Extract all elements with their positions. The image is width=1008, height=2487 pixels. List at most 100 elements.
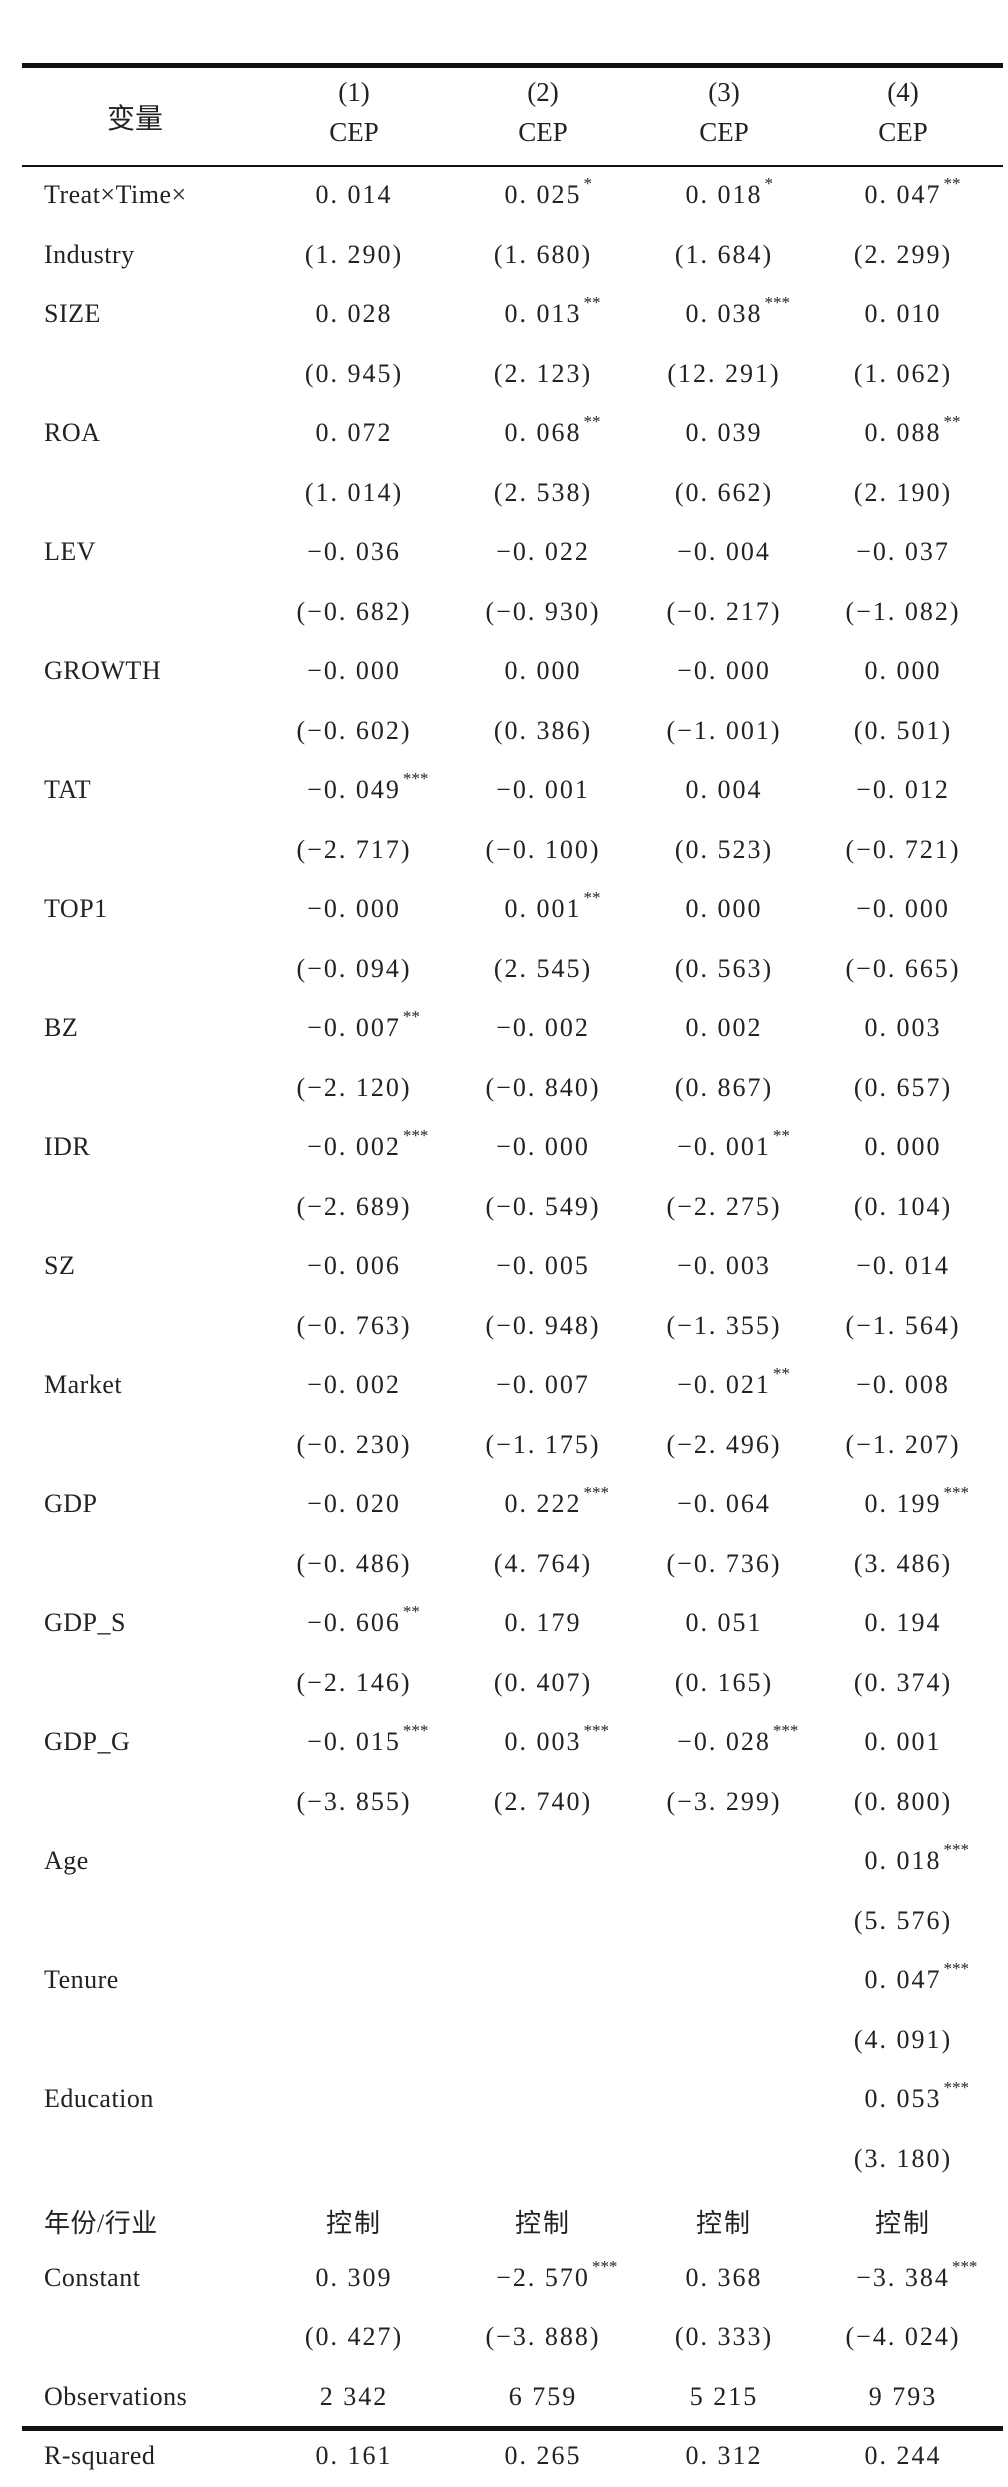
table-cell: 0. 039: [634, 418, 814, 448]
table-row: SIZE 0. 028 0. 013 ** 0. 038 *** 0. 010: [0, 285, 1008, 345]
table-row: (−2. 146) (0. 407) (0. 165) (0. 374): [0, 1654, 1008, 1714]
table-cell: (−3. 888): [453, 2322, 633, 2352]
table-cell: 控制: [634, 2203, 814, 2240]
cell-value: (−3. 855): [297, 1787, 412, 1816]
table-cell: −3. 384 ***: [813, 2257, 993, 2293]
table-cell: 0. 004: [634, 775, 814, 805]
cell-value: (−0. 721): [846, 835, 961, 864]
cell-value: 0. 244: [865, 2441, 942, 2470]
table-row: Observations 2 342 6 759 5 215 9 793: [0, 2368, 1008, 2428]
coefficient: (2. 538): [493, 477, 593, 507]
table-cell: (0. 523): [634, 835, 814, 865]
cell-value: 0. 013 **: [504, 293, 601, 328]
significance-stars: ***: [591, 2256, 618, 2276]
significance-stars: **: [402, 1007, 420, 1026]
table-cell: 0. 368: [634, 2263, 814, 2293]
table-row: (−2. 717) (−0. 100) (0. 523) (−0. 721): [0, 821, 1008, 881]
table-row: (4. 091): [0, 2011, 1008, 2071]
cell-value: (−0. 840): [486, 1073, 601, 1102]
table-cell: 0. 072: [264, 418, 444, 448]
header-rule: [22, 165, 1003, 167]
row-label: Treat×Time×: [44, 180, 187, 209]
table-row: (0. 427) (−3. 888) (0. 333) (−4. 024): [0, 2308, 1008, 2368]
cell-value: (0. 104): [854, 1192, 952, 1221]
table-cell: (−0. 100): [453, 835, 633, 865]
table-cell: (−0. 217): [634, 597, 814, 627]
table-cell: (2. 299): [813, 240, 993, 270]
table-cell: (0. 501): [813, 716, 993, 746]
coefficient: 0. 222: [504, 1489, 582, 1518]
table-row: TAT −0. 049 *** −0. 001 0. 004 −0. 012: [0, 761, 1008, 821]
coefficient: 0. 013: [504, 299, 582, 328]
table-cell: −0. 002: [453, 1013, 633, 1043]
significance-stars: ***: [943, 1840, 970, 1859]
significance-stars: **: [772, 1364, 790, 1383]
cell-value: 0. 000: [505, 656, 582, 685]
cell-value: (−1. 001): [667, 716, 782, 745]
coefficient: (−1. 001): [666, 715, 782, 745]
table-cell: (0. 407): [453, 1668, 633, 1698]
table-row: (−2. 120) (−0. 840) (0. 867) (0. 657): [0, 1059, 1008, 1119]
coefficient: (−0. 486): [296, 1548, 412, 1578]
table-cell: (−0. 840): [453, 1073, 633, 1103]
cell-value: (−2. 146): [297, 1668, 412, 1697]
table-cell: 控制: [813, 2203, 993, 2240]
cell-value: (2. 190): [854, 478, 952, 507]
coefficient: (1. 014): [304, 477, 404, 507]
table-cell: (−1. 564): [813, 1311, 993, 1341]
table-cell: (−0. 549): [453, 1192, 633, 1222]
column-number: (4): [887, 77, 919, 107]
cell-value: (0. 800): [854, 1787, 952, 1816]
coefficient: −0. 008: [856, 1370, 950, 1399]
table-cell: 0. 018 ***: [813, 1840, 993, 1876]
cell-value: (2. 740): [494, 1787, 592, 1816]
row-label: SIZE: [44, 299, 101, 328]
coefficient: (−1. 207): [845, 1429, 961, 1459]
coefficient: (0. 407): [493, 1667, 593, 1697]
cell-value: (−2. 496): [667, 1430, 782, 1459]
coefficient: (−0. 217): [666, 596, 782, 626]
cell-value: (1. 684): [675, 240, 773, 269]
row-label: Tenure: [44, 1965, 119, 1994]
coefficient: −0. 004: [677, 537, 771, 566]
cell-value: 0. 003 ***: [505, 1721, 610, 1756]
coefficient: (−1. 355): [666, 1310, 782, 1340]
cell-value: (−0. 763): [297, 1311, 412, 1340]
coefficient: (0. 333): [674, 2322, 774, 2351]
significance-stars: ***: [402, 1126, 429, 1145]
coefficient: (−3. 299): [666, 1786, 782, 1816]
cell-value: −0. 064: [677, 1489, 771, 1518]
table-cell: 0. 014: [264, 180, 444, 210]
cell-value: −0. 000: [496, 1132, 590, 1161]
row-label: GDP_G: [44, 1727, 131, 1756]
table-cell: −0. 007 **: [264, 1007, 444, 1043]
table-cell: (−0. 721): [813, 835, 993, 865]
cell-value: 0. 047 **: [865, 174, 961, 209]
cell-value: 0. 068 **: [505, 412, 601, 447]
table-cell: −0. 020: [264, 1489, 444, 1519]
table-row: Industry (1. 290) (1. 680) (1. 684) (2. 299): [0, 226, 1008, 286]
coefficient: 0. 047: [864, 1965, 942, 1994]
coefficient: 0. 028: [315, 299, 393, 328]
table-row: GDP_S −0. 606 ** 0. 179 0. 051 0. 194: [0, 1594, 1008, 1654]
coefficient: 6 759: [508, 2381, 578, 2411]
coefficient: (0. 867): [674, 1072, 774, 1102]
cell-value: 0. 161: [316, 2441, 393, 2470]
significance-stars: *: [764, 174, 774, 193]
table-cell: (−4. 024): [813, 2322, 993, 2352]
coefficient: 0. 312: [685, 2441, 763, 2470]
table-cell: (−0. 736): [634, 1549, 814, 1579]
row-label: ROA: [44, 418, 101, 447]
table-cell: 9 793: [813, 2382, 993, 2412]
coefficient: 控制: [874, 2209, 931, 2238]
table-row: Tenure 0. 047 ***: [0, 1951, 1008, 2011]
table-cell: (−2. 120): [264, 1073, 444, 1103]
table-row: TOP1 −0. 000 0. 001 ** 0. 000 −0. 000: [0, 880, 1008, 940]
cell-value: 控制: [696, 2209, 752, 2238]
coefficient: (−1. 564): [845, 1310, 961, 1340]
table-cell: (−1. 207): [813, 1430, 993, 1460]
coefficient: 0. 010: [864, 299, 942, 328]
significance-stars: ***: [583, 1483, 610, 1502]
table-cell: −0. 007: [453, 1370, 633, 1400]
table-cell: −0. 022: [453, 537, 633, 567]
